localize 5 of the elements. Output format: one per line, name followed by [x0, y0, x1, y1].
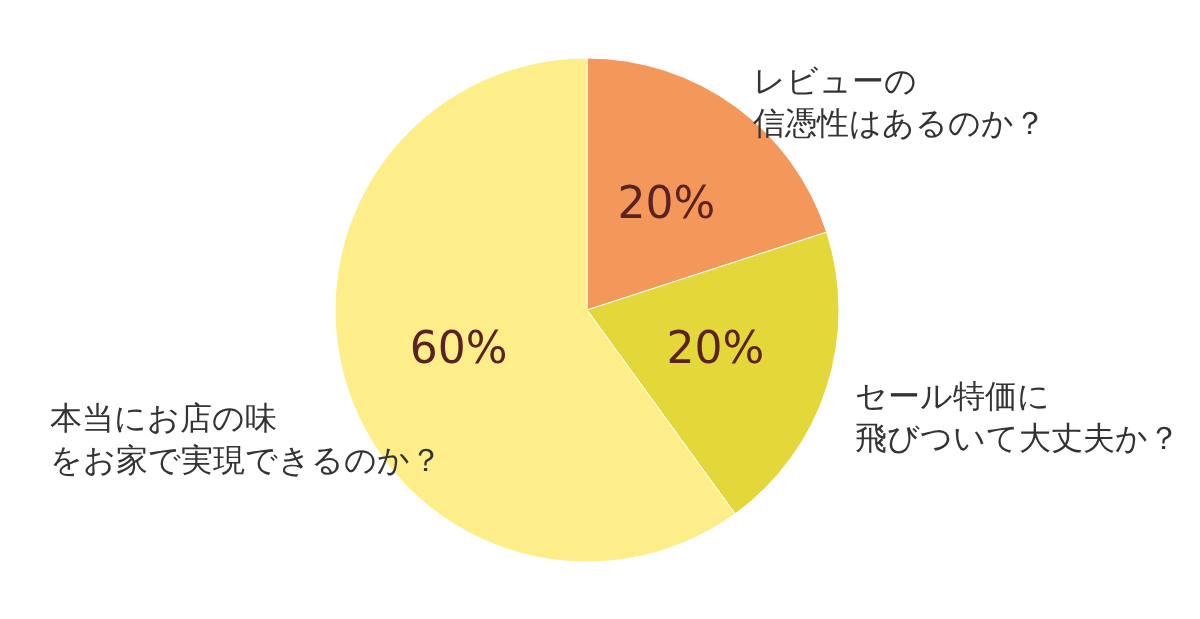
data-label: 20% [666, 322, 765, 374]
data-label: 20% [617, 176, 716, 228]
data-label: 60% [409, 322, 508, 374]
slice-label: レビューの信憑性はあるのか？ [752, 61, 1046, 142]
slice-label: セール特価に飛びついて大丈夫か？ [855, 377, 1181, 458]
